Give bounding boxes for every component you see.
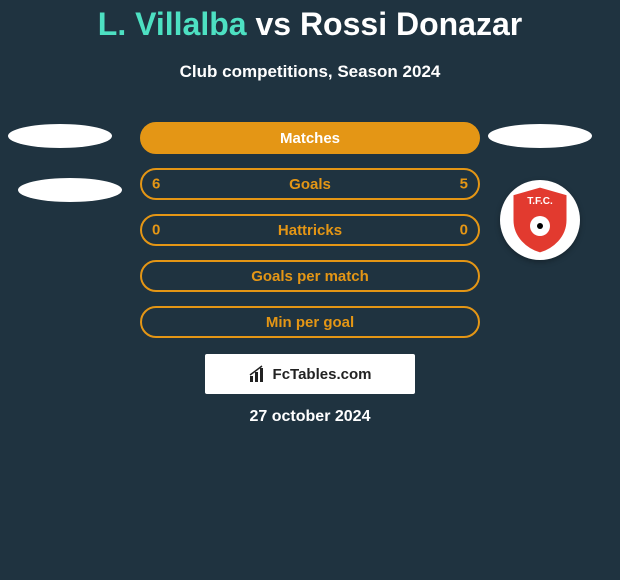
date-text: 27 october 2024 bbox=[0, 408, 620, 426]
stat-row-hattricks: 0 Hattricks 0 bbox=[140, 214, 480, 246]
stat-right-value: 5 bbox=[460, 176, 468, 193]
fctables-text: FcTables.com bbox=[273, 366, 372, 383]
title-vs: vs bbox=[247, 6, 300, 42]
player-photo-placeholder bbox=[8, 124, 112, 148]
stat-right-value: 0 bbox=[460, 222, 468, 239]
club-badge: T.F.C. bbox=[500, 180, 580, 260]
player-photo-placeholder bbox=[488, 124, 592, 148]
stat-row-matches: Matches bbox=[140, 122, 480, 154]
stat-label: Min per goal bbox=[266, 314, 354, 331]
stat-label: Matches bbox=[280, 130, 340, 147]
fctables-watermark: FcTables.com bbox=[205, 354, 415, 394]
player-photo-placeholder bbox=[18, 178, 122, 202]
title-left-player: L. Villalba bbox=[98, 6, 247, 42]
comparison-canvas: L. Villalba vs Rossi Donazar Club compet… bbox=[0, 0, 620, 580]
page-title: L. Villalba vs Rossi Donazar bbox=[0, 6, 620, 43]
stat-row-goals: 6 Goals 5 bbox=[140, 168, 480, 200]
stat-label: Hattricks bbox=[278, 222, 342, 239]
subtitle: Club competitions, Season 2024 bbox=[0, 62, 620, 82]
stat-row-min-per-goal: Min per goal bbox=[140, 306, 480, 338]
club-shield-icon: T.F.C. bbox=[508, 184, 572, 256]
title-right-player: Rossi Donazar bbox=[300, 6, 522, 42]
barchart-icon bbox=[249, 365, 267, 383]
stat-left-value: 6 bbox=[152, 176, 160, 193]
stat-row-goals-per-match: Goals per match bbox=[140, 260, 480, 292]
stat-label: Goals bbox=[289, 176, 331, 193]
stat-left-value: 0 bbox=[152, 222, 160, 239]
stat-label: Goals per match bbox=[251, 268, 369, 285]
svg-text:T.F.C.: T.F.C. bbox=[527, 196, 553, 207]
